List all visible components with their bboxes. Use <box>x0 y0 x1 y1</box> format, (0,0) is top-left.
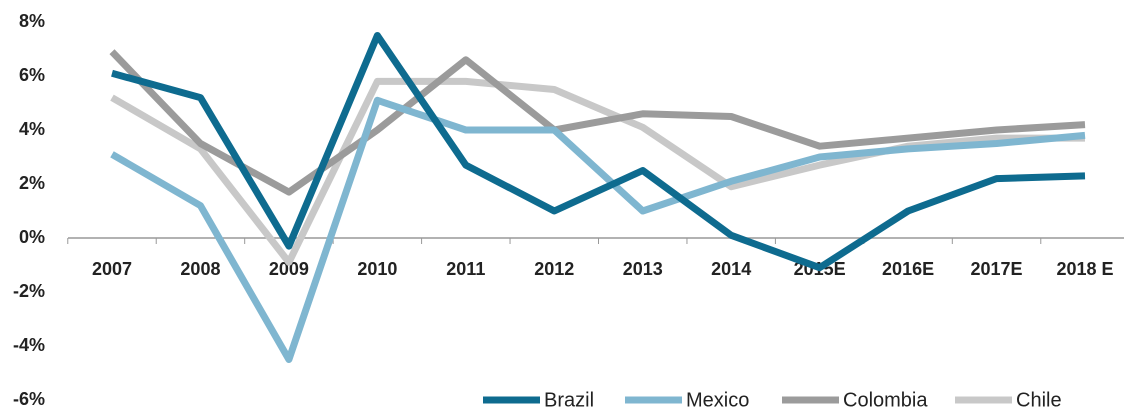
y-tick-label: 0% <box>19 227 45 247</box>
x-tick-label: 2013 <box>623 259 663 279</box>
y-tick-label: 4% <box>19 119 45 139</box>
x-tick-label: 2012 <box>534 259 574 279</box>
legend-label: Mexico <box>686 389 749 411</box>
y-tick-label: -6% <box>13 389 45 409</box>
y-tick-label: -2% <box>13 281 45 301</box>
series-line <box>111 32 1086 272</box>
series-line <box>109 49 1086 196</box>
x-tick-label: 2014 <box>711 259 751 279</box>
y-tick-label: -4% <box>13 335 45 355</box>
x-tick-label: 2007 <box>92 259 132 279</box>
x-tick-label: 2016E <box>882 259 934 279</box>
y-tick-label: 8% <box>19 11 45 31</box>
y-tick-label: 6% <box>19 65 45 85</box>
x-tick-label: 2009 <box>269 259 309 279</box>
series-line <box>110 96 1086 363</box>
legend-item: Brazil <box>483 389 594 411</box>
legend-item: Chile <box>955 389 1062 411</box>
x-tick-label: 2011 <box>446 259 485 279</box>
x-tick-label: 2010 <box>357 259 397 279</box>
legend-label: Chile <box>1016 389 1062 411</box>
x-tick-label: 2008 <box>180 259 220 279</box>
y-tick-label: 2% <box>19 173 45 193</box>
legend-label: Colombia <box>843 389 928 411</box>
legend-item: Mexico <box>625 389 749 411</box>
legend-item: Colombia <box>782 389 928 411</box>
x-tick-label: 2017E <box>971 259 1023 279</box>
x-tick-label: 2018 E <box>1056 259 1113 279</box>
legend-label: Brazil <box>544 389 594 411</box>
